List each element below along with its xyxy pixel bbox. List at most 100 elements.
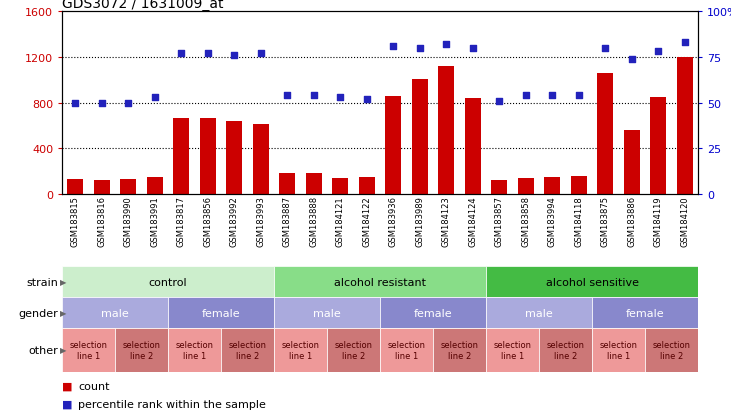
Text: strain: strain	[26, 277, 58, 287]
Bar	[274, 297, 380, 328]
Bar	[624, 131, 640, 194]
Point	[467, 45, 479, 52]
Text: alcohol resistant: alcohol resistant	[334, 277, 426, 287]
Text: ▶: ▶	[60, 278, 67, 286]
Bar	[333, 178, 348, 194]
Text: GSM184121: GSM184121	[336, 195, 345, 246]
Text: selection
line 1: selection line 1	[387, 340, 425, 360]
Text: GSM183991: GSM183991	[151, 195, 159, 246]
Bar	[279, 173, 295, 194]
Bar	[380, 328, 433, 372]
Bar	[121, 179, 136, 194]
Text: selection
line 2: selection line 2	[547, 340, 585, 360]
Bar	[221, 328, 274, 372]
Bar	[274, 328, 327, 372]
Bar	[62, 328, 115, 372]
Bar	[115, 328, 168, 372]
Point	[653, 49, 664, 56]
Bar	[545, 178, 561, 194]
Point	[441, 42, 452, 48]
Text: male: male	[526, 308, 553, 318]
Text: female: female	[626, 308, 664, 318]
Bar	[306, 173, 322, 194]
Text: selection
line 1: selection line 1	[281, 340, 319, 360]
Text: GSM183993: GSM183993	[257, 195, 265, 246]
Bar	[168, 328, 221, 372]
Point	[361, 96, 373, 103]
Bar	[147, 178, 163, 194]
Text: GSM184118: GSM184118	[575, 195, 583, 246]
Point	[69, 100, 81, 107]
Point	[599, 45, 611, 52]
Point	[308, 93, 319, 99]
Text: GSM184123: GSM184123	[442, 195, 451, 246]
Bar	[433, 328, 486, 372]
Text: GSM184120: GSM184120	[681, 195, 689, 246]
Bar	[359, 177, 375, 194]
Point	[679, 40, 691, 47]
Text: GSM183936: GSM183936	[389, 195, 398, 247]
Text: GSM184122: GSM184122	[363, 195, 371, 246]
Point	[573, 93, 585, 99]
Bar	[491, 181, 507, 194]
Bar	[227, 121, 243, 194]
Text: GSM183886: GSM183886	[627, 195, 637, 247]
Text: GSM183994: GSM183994	[548, 195, 557, 246]
Bar	[62, 266, 274, 297]
Text: selection
line 2: selection line 2	[335, 340, 373, 360]
Point	[335, 95, 346, 101]
Bar	[571, 176, 587, 194]
Text: ▶: ▶	[60, 309, 67, 317]
Point	[547, 93, 558, 99]
Bar	[518, 178, 534, 194]
Bar	[439, 67, 454, 194]
Text: alcohol sensitive: alcohol sensitive	[545, 277, 639, 287]
Text: control: control	[149, 277, 187, 287]
Text: count: count	[78, 381, 110, 391]
Text: GSM183817: GSM183817	[177, 195, 186, 247]
Text: selection
line 2: selection line 2	[229, 340, 267, 360]
Bar	[385, 97, 401, 194]
Bar	[486, 297, 592, 328]
Text: ▶: ▶	[60, 346, 67, 354]
Bar	[539, 328, 592, 372]
Text: other: other	[29, 345, 58, 355]
Bar	[486, 266, 698, 297]
Bar	[200, 119, 216, 194]
Text: gender: gender	[19, 308, 58, 318]
Text: GSM183888: GSM183888	[309, 195, 319, 247]
Bar	[94, 180, 110, 194]
Bar	[592, 328, 645, 372]
Text: percentile rank within the sample: percentile rank within the sample	[78, 399, 266, 409]
Point	[414, 45, 425, 52]
Text: selection
line 1: selection line 1	[175, 340, 213, 360]
Bar	[62, 297, 168, 328]
Bar	[380, 297, 486, 328]
Text: GSM183992: GSM183992	[230, 195, 239, 246]
Point	[626, 56, 637, 63]
Bar	[651, 97, 667, 194]
Point	[175, 51, 187, 57]
Text: ■: ■	[62, 399, 72, 409]
Point	[123, 100, 135, 107]
Text: selection
line 1: selection line 1	[599, 340, 637, 360]
Text: GSM184119: GSM184119	[654, 195, 663, 246]
Bar	[412, 79, 428, 194]
Point	[255, 51, 267, 57]
Text: male: male	[314, 308, 341, 318]
Bar	[168, 297, 274, 328]
Text: GSM183990: GSM183990	[124, 195, 133, 246]
Bar	[677, 58, 693, 194]
Point	[229, 53, 240, 59]
Text: GSM183856: GSM183856	[203, 195, 213, 247]
Point	[202, 51, 213, 57]
Text: selection
line 2: selection line 2	[123, 340, 161, 360]
Text: GSM183858: GSM183858	[521, 195, 531, 247]
Point	[96, 100, 107, 107]
Text: GSM183989: GSM183989	[415, 195, 425, 246]
Text: selection
line 1: selection line 1	[493, 340, 531, 360]
Text: GSM183887: GSM183887	[283, 195, 292, 247]
Bar	[67, 179, 83, 194]
Point	[520, 93, 531, 99]
Text: selection
line 2: selection line 2	[653, 340, 691, 360]
